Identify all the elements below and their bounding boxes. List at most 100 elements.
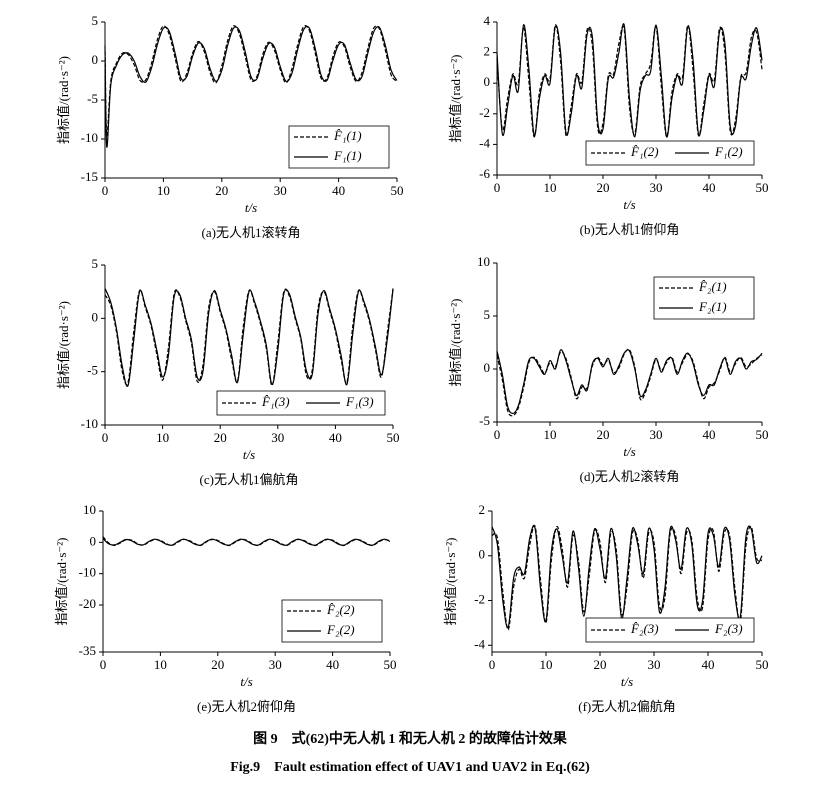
series-line [491,525,763,629]
legend-label: F̂₂(3) [630,621,659,636]
legend-box [585,617,755,643]
x-tick-label: 40 [332,183,345,198]
legend-label: F̂₁(3) [261,394,290,409]
panel-caption: (c)无人机1偏航角 [200,472,299,487]
y-tick-label: -20 [79,596,96,611]
legend-label: F̂₂(2) [326,602,355,617]
legend-label: F₁(1) [333,148,362,163]
panel-caption: (f)无人机2偏航角 [578,699,676,714]
y-axis-label: 指标值/(rad·s⁻²) [56,56,71,144]
x-tick-label: 10 [540,657,553,672]
x-axis-label: t/s [621,674,633,689]
legend-label: F̂₂(1) [698,279,727,294]
panel: 50-5-100 10 20 30 40 50t/s指标值/(rad·s⁻²)(c)无人机… [56,256,400,487]
series-line [104,288,394,387]
series-line [102,538,391,546]
x-axis-label: t/s [623,444,635,459]
x-tick-label: 30 [648,657,661,672]
figure-caption-en: Fig.9 Fault estimation effect of UAV1 an… [230,760,590,775]
x-tick-label: 30 [271,430,284,445]
figure-caption-cn: 图 9 式(62)中无人机 1 和无人机 2 的故障估计效果 [253,730,568,747]
x-tick-label: 10 [156,430,169,445]
y-tick-label: 5 [92,256,99,271]
x-tick-label: 20 [597,180,610,195]
y-tick-label: -10 [81,130,98,145]
x-tick-label: 40 [702,657,715,672]
y-axis-label: 指标值/(rad·s⁻²) [448,298,463,386]
legend-box [288,125,390,169]
x-tick-label: 30 [274,183,287,198]
y-tick-label: -2 [479,105,490,120]
y-tick-label: -15 [81,169,98,184]
series-line [104,25,398,136]
y-tick-label: 0 [479,547,486,562]
x-tick-label: 20 [214,430,227,445]
x-tick-label: 10 [544,180,557,195]
y-tick-label: 5 [484,307,491,322]
x-tick-label: 30 [650,180,663,195]
panel-caption: (e)无人机2俯仰角 [197,699,296,714]
x-axis-label: t/s [243,447,255,462]
y-tick-label: 10 [477,254,490,269]
legend-box [585,140,755,166]
x-tick-label: 50 [756,427,769,442]
legend-label: F₁(2) [714,144,743,159]
panel-caption: (a)无人机1滚转角 [202,225,301,240]
y-tick-label: -4 [474,636,485,651]
y-tick-label: 5 [92,13,99,28]
legend-label: F₁(3) [345,394,374,409]
x-tick-label: 30 [269,657,282,672]
y-tick-label: 0 [484,360,491,375]
series-line [496,23,763,138]
x-tick-label: 30 [650,427,663,442]
y-tick-label: 0 [484,74,491,89]
y-tick-label: -2 [474,592,485,607]
panel: 10 0 -10 -20 -35 0 10 20 30 40 50 t/s 指标值/(rad·s⁻²) (… [54,502,397,714]
x-tick-label: 50 [384,657,397,672]
y-axis-label: 指标值/(rad·s⁻²) [448,54,463,142]
x-tick-label: 0 [494,180,501,195]
y-tick-label: -10 [79,565,96,580]
y-tick-label: 0 [90,533,97,548]
y-tick-label: 0 [92,52,99,67]
y-tick-label: -10 [81,416,98,431]
y-tick-label: -6 [479,166,490,181]
x-tick-label: 50 [387,430,400,445]
x-tick-label: 20 [211,657,224,672]
series-line [496,349,763,415]
y-tick-label: 4 [484,13,491,28]
x-axis-label: t/s [240,674,252,689]
y-tick-label: -5 [87,363,98,378]
y-tick-label: -35 [79,643,96,658]
x-tick-label: 20 [215,183,228,198]
legend-label: F₂(3) [714,621,743,636]
y-tick-label: -5 [479,413,490,428]
y-tick-label: -4 [479,135,490,150]
legend-label: F̂₁(2) [630,144,659,159]
x-tick-label: 40 [703,427,716,442]
x-axis-label: t/s [623,197,635,212]
series-line [104,25,398,148]
legend-label: F₂(1) [698,299,727,314]
x-tick-label: 20 [594,657,607,672]
x-tick-label: 10 [157,183,170,198]
y-axis-label: 指标值/(rad·s⁻²) [54,537,69,625]
y-tick-label: 2 [479,502,486,517]
y-tick-label: 10 [83,502,96,517]
x-tick-label: 40 [703,180,716,195]
legend-box [281,599,383,643]
panel: 20-2-40 10 20 30 40 50t/s指标值/(rad·s⁻²)(f)无人机2… [443,502,769,714]
y-tick-label: -5 [87,91,98,106]
x-tick-label: 10 [544,427,557,442]
x-tick-label: 50 [756,180,769,195]
x-tick-label: 20 [597,427,610,442]
x-tick-label: 0 [494,427,501,442]
y-tick-label: 2 [484,44,491,59]
x-tick-label: 0 [102,430,109,445]
legend-label: F̂₁(1) [333,128,362,143]
series-line [496,348,763,417]
x-tick-label: 0 [100,657,107,672]
x-tick-label: 0 [489,657,496,672]
